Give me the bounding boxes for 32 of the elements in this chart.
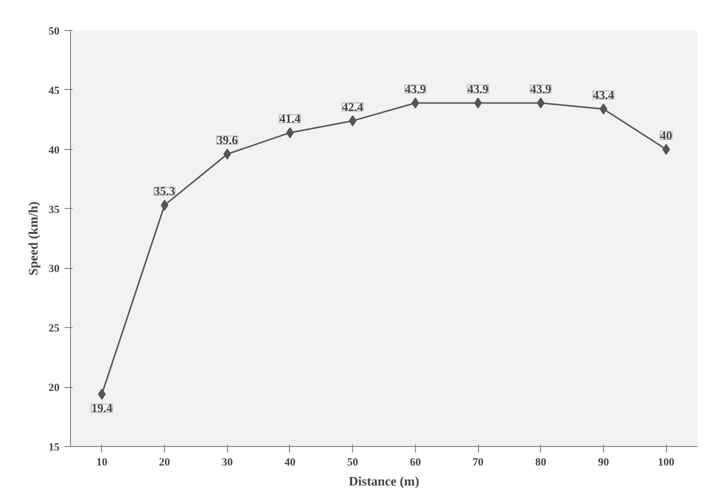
y-axis-title: Speed (km/h) [26,201,40,276]
text: 41.4 [279,112,300,126]
text: 43.9 [404,82,426,96]
text: 43.4 [592,88,614,102]
point [536,98,545,109]
text: 19.4 [91,401,112,416]
text: 39.6 [216,133,238,148]
y-tick-label: 20 [48,382,60,394]
y-tick-label: 50 [48,26,60,38]
x-tick-label: 50 [347,456,359,468]
point [223,148,232,160]
x-tick-label: 10 [96,456,108,468]
y-tick-label: 45 [48,84,60,97]
y-tick-label: 35 [48,204,60,216]
text: 43.9 [530,82,552,96]
y-tick-label: 30 [48,263,60,276]
x-tick-label: 30 [222,456,234,468]
x-tick-label: 70 [472,456,484,468]
text: 35.3 [154,184,176,198]
x-axis-title: Distance (m) [348,474,420,488]
text: 43.9 [468,82,489,96]
x-tick-label: 60 [410,456,422,468]
x-tick-label: 40 [284,456,296,468]
text: 42.4 [342,100,364,114]
x-tick-label: 80 [535,456,547,468]
y-tick-label: 25 [48,322,60,335]
y-tick-label: 40 [48,144,60,156]
text: 40 [660,128,672,142]
x-tick-label: 100 [658,456,675,468]
y-tick-label: 15 [48,442,60,454]
x-tick-label: 90 [598,456,610,468]
x-tick-label: 20 [159,456,171,468]
